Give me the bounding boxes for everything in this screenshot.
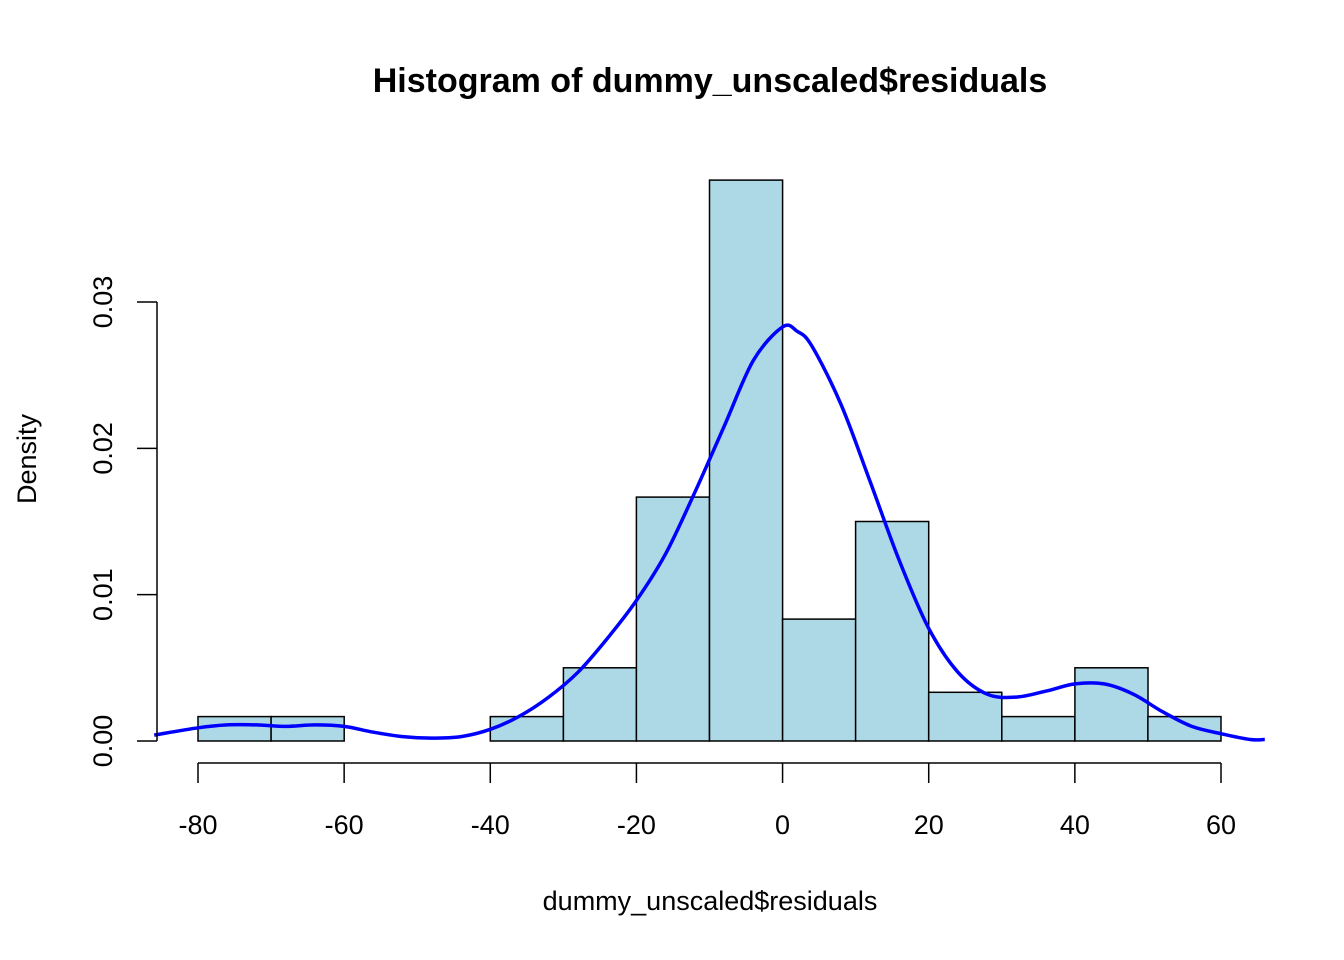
x-tick-label: -80 bbox=[178, 810, 217, 840]
x-axis: -80 -60 -40 -20 0 20 40 60 bbox=[178, 762, 1236, 840]
histogram-bar bbox=[635, 496, 711, 742]
histogram-bar bbox=[781, 618, 857, 742]
histogram-bars bbox=[197, 179, 1222, 742]
y-tick-label: 0.00 bbox=[88, 715, 118, 768]
x-tick-label: 20 bbox=[914, 810, 944, 840]
x-tick-label: -60 bbox=[325, 810, 364, 840]
histogram-bar bbox=[197, 715, 272, 742]
x-tick-label: 40 bbox=[1060, 810, 1090, 840]
y-tick-label: 0.03 bbox=[88, 276, 118, 329]
x-tick-label: 60 bbox=[1206, 810, 1236, 840]
histogram-bar bbox=[1074, 667, 1149, 742]
y-tick-label: 0.01 bbox=[88, 568, 118, 621]
histogram-bar bbox=[927, 691, 1003, 742]
y-axis: 0.00 0.01 0.02 0.03 bbox=[88, 276, 158, 768]
histogram-bar bbox=[854, 520, 930, 742]
x-tick-label: -40 bbox=[471, 810, 510, 840]
histogram-bar bbox=[1147, 715, 1222, 742]
x-tick-label: 0 bbox=[775, 810, 790, 840]
histogram-bar bbox=[489, 715, 565, 742]
y-axis-label: Density bbox=[12, 413, 42, 504]
histogram-bar bbox=[562, 667, 638, 742]
histogram-bar bbox=[708, 179, 784, 742]
x-tick-label: -20 bbox=[617, 810, 656, 840]
x-axis-label: dummy_unscaled$residuals bbox=[543, 886, 878, 916]
histogram-bar bbox=[1001, 715, 1076, 742]
density-curve bbox=[153, 323, 1265, 742]
chart-title: Histogram of dummy_unscaled$residuals bbox=[373, 62, 1048, 100]
y-tick-label: 0.02 bbox=[88, 422, 118, 475]
histogram-bar bbox=[270, 715, 345, 742]
